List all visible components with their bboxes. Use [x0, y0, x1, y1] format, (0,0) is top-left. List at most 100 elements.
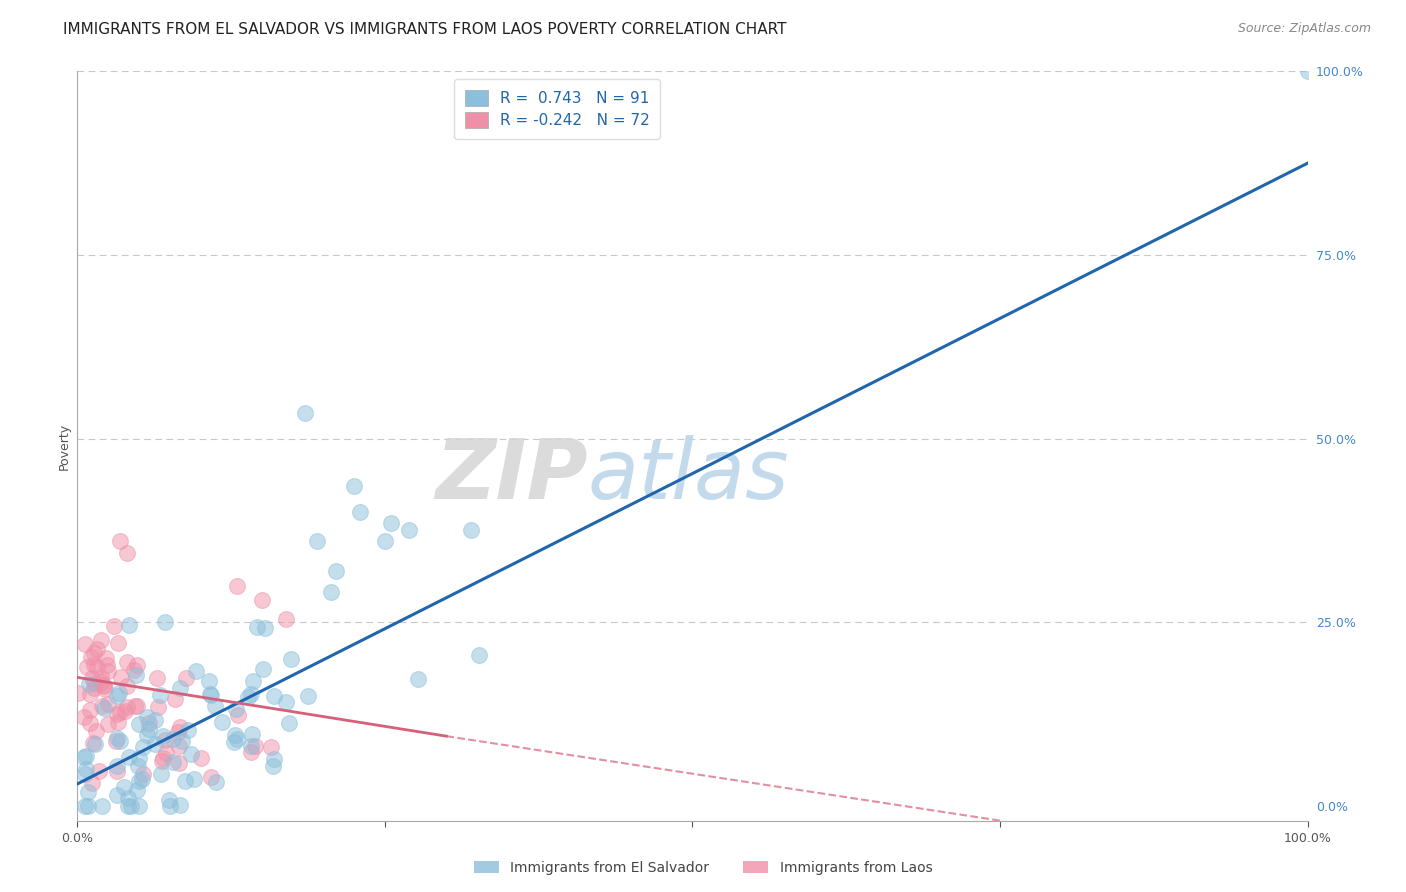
Point [117, 679, 139, 693]
Point [107, 788, 129, 802]
Text: atlas: atlas [588, 435, 790, 516]
Point [150, 767, 173, 781]
Point [162, 732, 184, 747]
Point [122, 663, 145, 677]
Point [90, 670, 112, 684]
Point [86, 660, 108, 674]
Point [460, 524, 482, 538]
Point [128, 774, 150, 789]
Point [84, 737, 107, 751]
Point [307, 534, 329, 549]
Point [236, 690, 259, 705]
Point [398, 524, 420, 538]
Point [125, 658, 148, 673]
Point [169, 681, 191, 695]
Point [87, 764, 110, 778]
Point [115, 656, 138, 670]
Point [96, 651, 118, 665]
Point [96, 664, 118, 678]
Point [146, 671, 169, 685]
Point [91, 678, 114, 692]
Point [132, 767, 155, 781]
Point [280, 652, 302, 666]
Point [277, 716, 299, 731]
Point [1296, 64, 1319, 78]
Point [118, 617, 141, 632]
Point [83, 657, 105, 672]
Point [240, 739, 263, 753]
Legend: Immigrants from El Salvador, Immigrants from Laos: Immigrants from El Salvador, Immigrants … [468, 855, 938, 880]
Point [319, 585, 342, 599]
Point [79, 688, 101, 702]
Point [105, 759, 128, 773]
Point [276, 695, 298, 709]
Point [132, 740, 155, 755]
Point [190, 751, 212, 765]
Point [252, 662, 274, 676]
Point [125, 668, 148, 682]
Point [110, 670, 132, 684]
Point [380, 516, 402, 530]
Point [224, 727, 246, 741]
Point [374, 534, 396, 549]
Point [200, 687, 222, 701]
Point [82, 736, 104, 750]
Point [155, 746, 177, 760]
Point [105, 689, 128, 703]
Y-axis label: Poverty: Poverty [58, 423, 70, 469]
Point [79, 715, 101, 730]
Point [77, 785, 100, 799]
Point [107, 706, 129, 721]
Point [211, 715, 233, 730]
Point [83, 675, 105, 690]
Point [155, 733, 177, 747]
Point [75, 767, 97, 781]
Point [250, 593, 273, 607]
Point [225, 731, 247, 746]
Point [107, 636, 129, 650]
Point [138, 723, 160, 737]
Point [343, 479, 366, 493]
Point [128, 799, 150, 814]
Point [83, 646, 105, 660]
Point [104, 734, 127, 748]
Point [167, 756, 190, 771]
Point [259, 739, 281, 754]
Legend: R =  0.743   N = 91, R = -0.242   N = 72: R = 0.743 N = 91, R = -0.242 N = 72 [454, 79, 661, 139]
Point [73, 637, 96, 651]
Point [76, 799, 98, 814]
Point [239, 687, 262, 701]
Point [153, 615, 176, 629]
Point [127, 759, 149, 773]
Point [174, 671, 197, 685]
Point [117, 791, 139, 805]
Point [406, 672, 429, 686]
Point [245, 739, 267, 754]
Point [226, 708, 249, 723]
Point [200, 689, 222, 703]
Point [180, 747, 202, 761]
Point [165, 692, 187, 706]
Point [124, 698, 146, 713]
Point [143, 737, 166, 751]
Point [349, 505, 371, 519]
Point [242, 674, 264, 689]
Point [84, 724, 107, 739]
Point [152, 729, 174, 743]
Point [107, 686, 129, 700]
Point [198, 674, 221, 689]
Text: Source: ZipAtlas.com: Source: ZipAtlas.com [1237, 22, 1371, 36]
Point [115, 545, 138, 559]
Point [66, 686, 89, 700]
Point [169, 798, 191, 813]
Point [75, 763, 97, 777]
Point [240, 727, 263, 741]
Point [205, 775, 228, 789]
Point [80, 649, 103, 664]
Point [76, 659, 98, 673]
Point [107, 714, 129, 729]
Point [222, 735, 245, 749]
Point [97, 698, 120, 712]
Point [93, 679, 115, 693]
Point [115, 700, 138, 714]
